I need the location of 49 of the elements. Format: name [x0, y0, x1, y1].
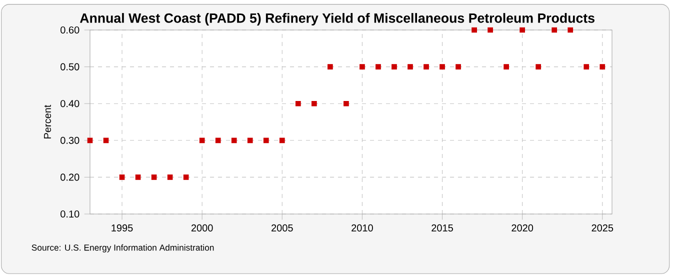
point [344, 100, 349, 106]
point [215, 138, 221, 144]
point [536, 64, 542, 70]
point [424, 64, 429, 70]
point [408, 64, 413, 70]
point [456, 64, 461, 70]
point [440, 64, 445, 70]
point [568, 27, 574, 33]
point [312, 100, 317, 106]
point [392, 64, 397, 70]
x-tick-label: 2025 [592, 224, 614, 232]
point [504, 64, 509, 70]
point [231, 138, 237, 144]
point [151, 174, 157, 180]
point [247, 138, 253, 144]
x-tick-label: 2015 [432, 224, 453, 232]
y-tick-label: 0.60 [60, 26, 80, 34]
chart-title: Annual West Coast (PADD 5) Refinery Yield of Miscellaneous Petroleum Products [80, 13, 594, 26]
point [376, 64, 381, 70]
point [87, 138, 93, 144]
point [263, 138, 269, 144]
point [488, 27, 493, 33]
point [199, 138, 205, 144]
y-tick-label: 0.30 [60, 136, 80, 144]
point [295, 100, 301, 106]
point [552, 27, 558, 33]
point [135, 174, 141, 180]
point [119, 174, 125, 180]
x-tick-label: 1995 [112, 224, 133, 232]
y-tick-label: 0.40 [60, 100, 80, 108]
point [584, 64, 590, 70]
point [472, 27, 477, 33]
x-tick-label: 2000 [191, 224, 213, 232]
point [520, 27, 526, 33]
point [167, 174, 173, 180]
y-axis-title: Percent [44, 104, 51, 138]
point [183, 174, 189, 180]
y-tick-label: 0.50 [60, 63, 80, 70]
y-tick-label: 0.10 [60, 210, 80, 218]
point [279, 138, 285, 144]
x-tick-label: 2020 [512, 224, 534, 232]
point [103, 138, 109, 144]
x-tick-label: 2010 [352, 224, 373, 232]
source-note: Source: U.S. Energy Information Administration [32, 244, 214, 252]
x-tick-label: 2005 [272, 224, 293, 232]
point [600, 64, 606, 70]
point [360, 64, 365, 70]
y-tick-label: 0.20 [60, 174, 80, 181]
point [328, 64, 333, 70]
